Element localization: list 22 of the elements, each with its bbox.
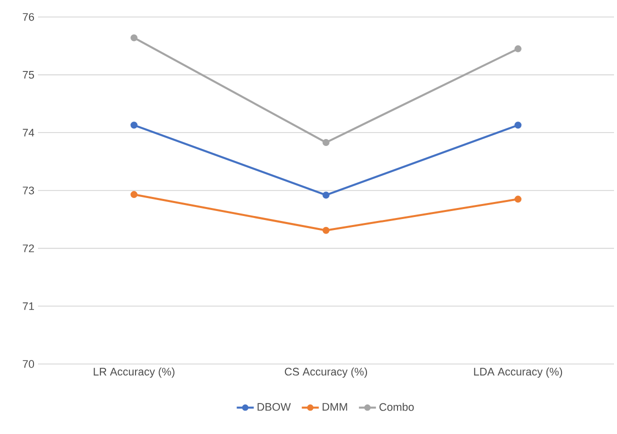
legend-label: DBOW	[258, 403, 291, 411]
point	[130, 191, 138, 198]
point	[514, 45, 522, 52]
y-tick-label: 70	[22, 360, 34, 368]
y-tick-label: 74	[22, 128, 34, 136]
y-tick-label: 72	[22, 244, 34, 252]
point	[322, 192, 330, 199]
y-tick-label: 71	[22, 302, 34, 310]
point	[514, 122, 522, 129]
point	[322, 226, 330, 234]
y-tick-label: 76	[22, 13, 34, 21]
y-tick-label: 75	[22, 71, 34, 79]
point	[130, 34, 138, 42]
legend-label: Combo	[379, 402, 414, 411]
y-tick-label: 73	[22, 186, 34, 194]
point	[514, 196, 522, 203]
x-tick-label: CS Accuracy (%)	[284, 368, 368, 378]
x-tick-label: LR Accuracy (%)	[94, 368, 174, 378]
point	[130, 122, 138, 129]
x-tick-label: LDA Accuracy (%)	[474, 368, 562, 378]
point	[322, 139, 330, 146]
legend-label: DMM	[322, 403, 348, 411]
